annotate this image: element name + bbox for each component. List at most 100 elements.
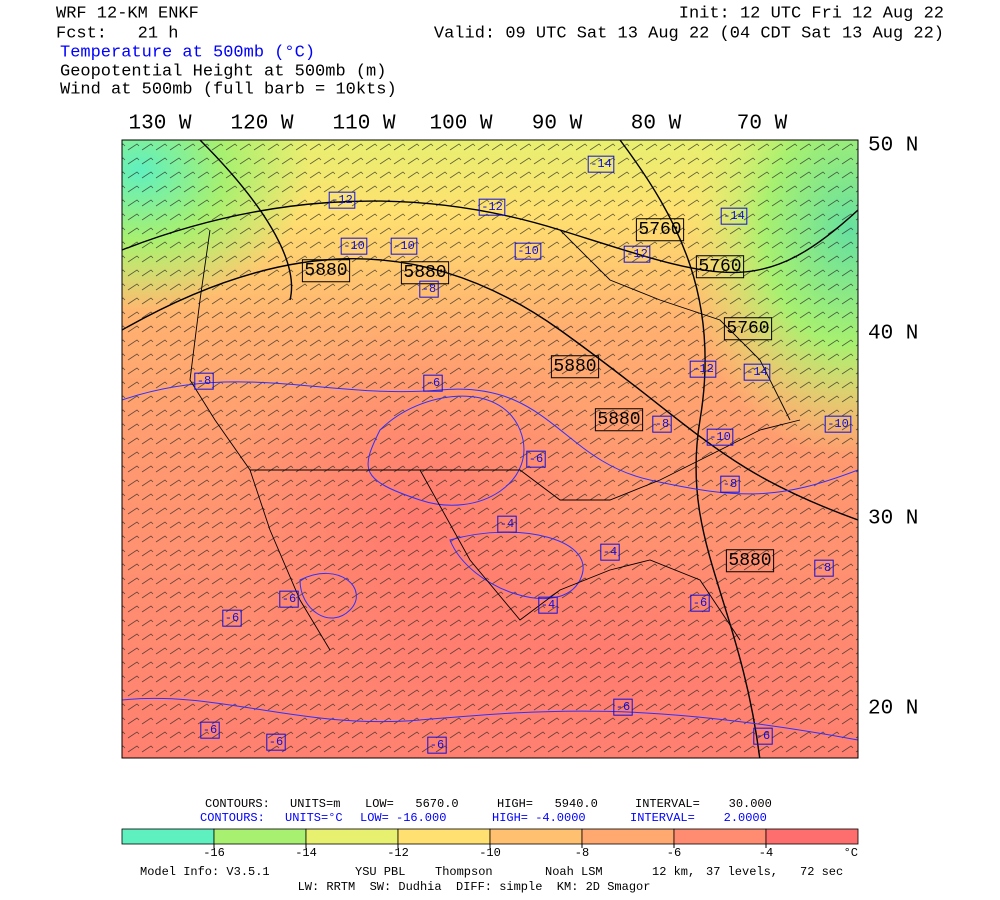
- temp-contour-info: LOW= -16.000: [360, 811, 446, 825]
- temp-contour-info: CONTOURS:: [200, 811, 265, 825]
- height-contour-label-box: [550, 355, 600, 379]
- temp-contour-label-box: [538, 596, 558, 614]
- longitude-label: 80 W: [631, 113, 682, 136]
- height-contour-label-box: [301, 259, 351, 283]
- temp-contour-info: INTERVAL= 2.0000: [630, 811, 767, 825]
- temp-contour-label-box: [743, 363, 771, 381]
- colorbar-label: -4: [759, 846, 773, 860]
- height-contour-label-box: [400, 261, 450, 285]
- colorbar-label: -8: [575, 846, 589, 860]
- latitude-label: 20 N: [868, 698, 918, 721]
- model-title: WRF 12-KM ENKF: [56, 4, 199, 23]
- height-contour-info: HIGH= 5940.0: [497, 797, 598, 811]
- temp-contour-label-box: [419, 280, 439, 298]
- temp-contour-label-box: [427, 736, 447, 754]
- height-contour-label: 5880: [553, 357, 596, 377]
- temp-contour-label: -6: [282, 592, 296, 606]
- temp-contour-label-box: [194, 372, 214, 390]
- colorbar-unit: °C: [844, 846, 858, 860]
- height-contour-label: 5880: [403, 263, 446, 283]
- longitude-label: 100 W: [429, 113, 492, 136]
- temp-contour-label: -12: [692, 362, 714, 376]
- longitude-label: 110 W: [332, 113, 395, 136]
- height-contour-label: 5880: [728, 551, 771, 571]
- colorbar-label: -16: [203, 846, 225, 860]
- valid-time: Valid: 09 UTC Sat 13 Aug 22 (04 CDT Sat …: [434, 24, 944, 43]
- colorbar-box: [581, 828, 675, 845]
- temp-contour-label-box: [222, 609, 242, 627]
- temp-contour-label: -6: [203, 723, 217, 737]
- temp-contour-label: -10: [517, 244, 539, 258]
- temp-contour-label: -8: [723, 477, 737, 491]
- longitude-label: 120 W: [230, 113, 293, 136]
- temp-contour-label-box: [587, 155, 615, 173]
- colorbar-label: -12: [387, 846, 409, 860]
- temp-contour-label-box: [328, 191, 356, 209]
- temp-contour-label: -10: [709, 430, 731, 444]
- temp-contour-label-box: [689, 360, 717, 378]
- temp-contour-label: -14: [746, 365, 768, 379]
- colorbar-box: [213, 828, 307, 845]
- height-contour-info: INTERVAL= 30.000: [635, 797, 772, 811]
- temp-contour-label-box: [623, 245, 651, 263]
- temp-contour-label: -6: [616, 700, 630, 714]
- temp-contour-label: -6: [225, 611, 239, 625]
- model-info: YSU PBL: [355, 865, 405, 879]
- height-contour-info: CONTOURS:: [205, 797, 270, 811]
- temp-contour-info: UNITS=°C: [285, 811, 343, 825]
- field-label: Geopotential Height at 500mb (m): [60, 62, 386, 81]
- temp-contour-label: -6: [693, 596, 707, 610]
- model-info: Model Info: V3.5.1: [140, 865, 270, 879]
- longitude-label: 90 W: [532, 113, 583, 136]
- height-contour-label-box: [725, 549, 775, 573]
- colorbar-label: -14: [295, 846, 317, 860]
- temp-contour-label-box: [814, 559, 834, 577]
- temp-contour-label-box: [200, 721, 220, 739]
- height-contour-info: UNITS=m: [290, 797, 340, 811]
- model-info: 37 levels,: [706, 865, 778, 879]
- temp-contour-label: -8: [422, 282, 436, 296]
- height-contour-label: 5760: [638, 220, 681, 240]
- temp-contour-label: -12: [331, 193, 353, 207]
- colorbar-box: [305, 828, 399, 845]
- temp-contour-label: -6: [430, 738, 444, 752]
- height-contour-label-box: [635, 218, 685, 242]
- temp-contour-label-box: [423, 374, 443, 392]
- height-contour-label: 5760: [698, 257, 741, 277]
- colorbar-box: [765, 828, 859, 845]
- temp-contour-label: -8: [197, 374, 211, 388]
- temp-contour-label-box: [266, 733, 286, 751]
- temp-contour-label: -12: [481, 200, 503, 214]
- height-contour-label: 5880: [304, 261, 347, 281]
- header: WRF 12-KM ENKF Fcst: 21 h Init: 12 UTC F…: [56, 4, 944, 99]
- temp-contour-label-box: [279, 590, 299, 608]
- temp-contour-label-box: [824, 415, 852, 433]
- height-contour-info: LOW= 5670.0: [365, 797, 459, 811]
- colorbar-box: [397, 828, 491, 845]
- model-info: Noah LSM: [545, 865, 603, 879]
- temp-contour-label-box: [720, 475, 740, 493]
- temp-contour-label: -8: [655, 417, 669, 431]
- physics-info: LW: RRTM SW: Dudhia DIFF: simple KM: 2D …: [298, 880, 651, 894]
- temp-contour-label-box: [706, 428, 734, 446]
- latitude-label: 30 N: [868, 508, 918, 531]
- latitude-label: 40 N: [868, 323, 918, 346]
- model-info: Thompson: [435, 865, 493, 879]
- temp-contour-label: -10: [343, 239, 365, 253]
- temp-contour-label-box: [390, 237, 418, 255]
- temp-contour-label-box: [720, 207, 748, 225]
- colorbar-box: [121, 828, 215, 845]
- height-contour-label-box: [695, 255, 745, 279]
- temp-contour-info: HIGH= -4.0000: [492, 811, 586, 825]
- height-contour-label-box: [723, 317, 773, 341]
- latitude-label: 50 N: [868, 135, 918, 158]
- temp-contour-label: -6: [756, 729, 770, 743]
- map-field: [122, 140, 858, 758]
- map-frame: [121, 139, 859, 759]
- temp-contour-label: -8: [817, 561, 831, 575]
- temp-contour-label: -4: [541, 598, 555, 612]
- temp-contour-label-box: [514, 242, 542, 260]
- height-contour-label: 5760: [726, 319, 769, 339]
- height-contour-label-box: [594, 408, 644, 432]
